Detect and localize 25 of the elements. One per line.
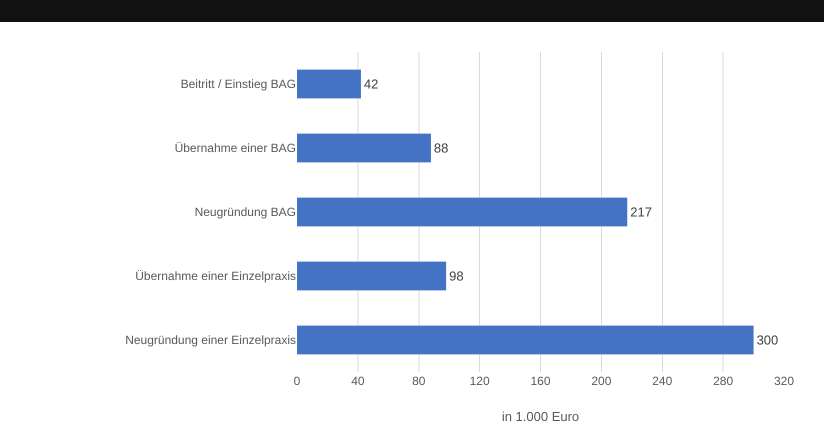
bar — [297, 134, 431, 162]
x-axis-title: in 1.000 Euro — [502, 409, 580, 424]
x-tick-label: 0 — [294, 374, 301, 388]
x-tick-label: 280 — [713, 374, 734, 388]
data-label: 217 — [630, 204, 652, 220]
y-tick-label: Übernahme einer Einzelpraxis — [135, 269, 296, 284]
y-tick-label: Beitritt / Einstieg BAG — [180, 77, 296, 92]
bar — [297, 262, 446, 290]
data-label: 42 — [364, 76, 378, 92]
y-tick-label: Neugründung einer Einzelpraxis — [125, 333, 296, 348]
x-tick-label: 80 — [412, 374, 426, 388]
bar — [297, 70, 361, 98]
y-tick-label: Neugründung BAG — [194, 205, 296, 220]
y-tick-label: Übernahme einer BAG — [174, 141, 296, 156]
data-label: 300 — [756, 332, 778, 348]
x-tick-label: 40 — [351, 374, 365, 388]
x-tick-label: 240 — [652, 374, 673, 388]
data-label: 88 — [434, 140, 448, 156]
bar — [297, 326, 754, 354]
bar — [297, 198, 628, 226]
x-tick-label: 120 — [470, 374, 490, 388]
data-label: 98 — [449, 268, 464, 284]
x-tick-label: 320 — [774, 374, 794, 388]
x-tick-label: 200 — [591, 374, 612, 388]
x-tick-label: 160 — [530, 374, 551, 388]
